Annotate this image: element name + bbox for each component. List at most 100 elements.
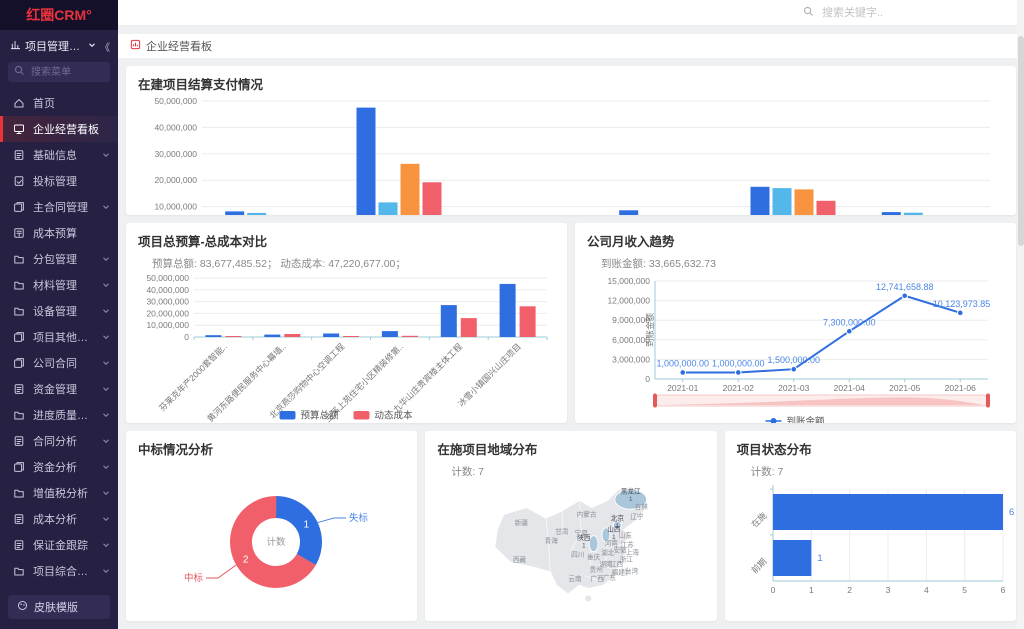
svg-text:云南: 云南 <box>569 574 583 583</box>
svg-text:1: 1 <box>629 496 633 503</box>
menu-search-input[interactable] <box>29 65 101 79</box>
sidebar-item-0[interactable]: 首页 <box>0 90 118 116</box>
sidebar-item-4[interactable]: 主合同管理 <box>0 194 118 220</box>
sidebar-item-label: 增值税分析 <box>33 488 88 500</box>
china-map-chart[interactable]: 黑龙江 1 北京 1 山西 1 陕西 1 新疆 西藏 青海 甘肃 内蒙古 宁夏 吉林 辽宁 山东 河南 江苏 上海 安徽… <box>437 481 704 614</box>
dashboard-tab-icon <box>130 39 141 53</box>
svg-text:2021-03: 2021-03 <box>778 383 809 393</box>
sidebar-item-label: 主合同管理 <box>33 202 88 214</box>
svg-text:0: 0 <box>770 585 775 595</box>
tab-dashboard[interactable]: 企业经营看板 <box>130 38 212 54</box>
menu-search[interactable] <box>8 62 110 82</box>
sidebar-item-label: 合同分析 <box>33 436 77 448</box>
dashboard-icon <box>13 123 25 135</box>
svg-text:6: 6 <box>1009 507 1014 518</box>
bar-chart-icon <box>10 39 21 53</box>
page-scrollbar[interactable] <box>1017 0 1024 629</box>
search-icon <box>803 6 814 20</box>
sidebar-item-8[interactable]: 设备管理 <box>0 298 118 324</box>
chevron-down-icon <box>102 437 110 445</box>
chevron-down-icon <box>102 385 110 393</box>
svg-text:计数: 计数 <box>266 536 286 548</box>
folder-icon <box>13 487 25 499</box>
svg-text:15,000,000: 15,000,000 <box>607 276 650 286</box>
sidebar-item-14[interactable]: 资金分析 <box>0 454 118 480</box>
global-search-input[interactable] <box>820 5 912 20</box>
svg-text:1: 1 <box>612 534 616 541</box>
panel-region-distribution: 在施项目地域分布 计数: 7 黑龙江 1 北京 1 山西 1 陕西 1 新疆 西藏 青海 甘肃 内蒙古宁… <box>425 431 717 621</box>
bid-analysis-donut-chart[interactable]: 1 2 计数 失标 中标 <box>138 460 405 617</box>
svg-text:20,000,000: 20,000,000 <box>146 308 189 318</box>
svg-text:广东: 广东 <box>603 573 617 582</box>
svg-text:1: 1 <box>817 553 822 564</box>
sidebar-item-1[interactable]: 企业经营看板 <box>0 116 118 142</box>
sidebar-item-11[interactable]: 资金管理 <box>0 376 118 402</box>
sidebar-item-17[interactable]: 保证金跟踪 <box>0 532 118 558</box>
bid-icon <box>13 175 25 187</box>
app-logo: 红圈CRM° <box>0 0 118 30</box>
svg-text:2021-01: 2021-01 <box>667 383 698 393</box>
svg-text:湖北: 湖北 <box>601 548 615 557</box>
svg-text:芬莱克年产2000套智能..: 芬莱克年产2000套智能.. <box>157 341 229 413</box>
sidebar-item-12[interactable]: 进度质量安全 <box>0 402 118 428</box>
sidebar-item-16[interactable]: 成本分析 <box>0 506 118 532</box>
panel-subtitle: 到账金额: 33,665,632.73 <box>601 258 716 270</box>
svg-text:9,000,000: 9,000,000 <box>612 315 650 325</box>
sidebar-item-label: 设备管理 <box>33 306 77 318</box>
sidebar-item-label: 项目综合分析 <box>33 566 94 578</box>
sidebar-item-13[interactable]: 合同分析 <box>0 428 118 454</box>
settlement-payment-bar-chart[interactable]: 010,000,00020,000,00030,000,00040,000,00… <box>138 95 1004 215</box>
sidebar-item-15[interactable]: 增值税分析 <box>0 480 118 506</box>
sidebar-item-skin-template[interactable]: 皮肤模版 <box>8 595 110 619</box>
svg-text:6,000,000: 6,000,000 <box>612 335 650 345</box>
svg-text:5: 5 <box>962 585 967 595</box>
sidebar-item-label: 成本预算 <box>33 228 77 240</box>
svg-text:7,300,000.00: 7,300,000.00 <box>823 317 876 327</box>
svg-text:上海: 上海 <box>626 547 640 556</box>
sidebar-item-18[interactable]: 项目综合分析 <box>0 558 118 584</box>
monthly-income-line-chart[interactable]: 0 3,000,000 6,000,000 9,000,000 12,000,000 15… <box>587 273 1004 423</box>
panel-title: 在建项目结算支付情况 <box>138 78 264 92</box>
sidebar-item-3[interactable]: 投标管理 <box>0 168 118 194</box>
scrollbar-thumb[interactable] <box>1017 36 1024 246</box>
sidebar-item-9[interactable]: 项目其他合同 <box>0 324 118 350</box>
panel-settlement-payment: 在建项目结算支付情况 010,000,00020,000,00030,000,0… <box>126 66 1016 215</box>
sidebar-item-10[interactable]: 公司合同 <box>0 350 118 376</box>
svg-text:40,000,000: 40,000,000 <box>146 285 189 295</box>
svg-text:2021-04: 2021-04 <box>834 383 865 393</box>
sidebar-collapse-button[interactable]: 《 <box>100 42 110 54</box>
chevron-down-icon <box>102 255 110 263</box>
svg-text:前期: 前期 <box>749 556 768 575</box>
svg-text:3,000,000: 3,000,000 <box>612 354 650 364</box>
svg-text:江苏: 江苏 <box>621 540 635 549</box>
status-hbar-chart[interactable]: 0 1 2 3 4 5 6 6 在施 1 前期 <box>737 481 1014 621</box>
svg-text:黑龙江: 黑龙江 <box>621 486 641 495</box>
svg-text:30,000,000: 30,000,000 <box>154 149 197 159</box>
chevron-down-icon <box>102 333 110 341</box>
contract-icon <box>13 357 25 369</box>
global-search[interactable] <box>803 5 912 20</box>
svg-text:0: 0 <box>184 332 189 342</box>
search-icon <box>14 65 25 79</box>
svg-text:6: 6 <box>1000 585 1005 595</box>
sidebar-item-2[interactable]: 基础信息 <box>0 142 118 168</box>
sidebar-item-label: 投标管理 <box>33 176 77 188</box>
sidebar-item-6[interactable]: 分包管理 <box>0 246 118 272</box>
workspace-switcher[interactable]: 项目管理系... 《 <box>0 30 118 60</box>
chevron-down-icon <box>102 541 110 549</box>
doc-icon <box>13 539 25 551</box>
svg-text:冰雪小镇国兴山庄项目: 冰雪小镇国兴山庄项目 <box>456 341 523 408</box>
skin-template-label: 皮肤模版 <box>34 602 78 614</box>
sidebar-item-label: 材料管理 <box>33 280 77 292</box>
svg-text:河南: 河南 <box>605 538 619 547</box>
sidebar-item-7[interactable]: 材料管理 <box>0 272 118 298</box>
folder-icon <box>13 305 25 317</box>
svg-text:2021-06: 2021-06 <box>945 383 976 393</box>
sidebar-item-label: 资金管理 <box>33 384 77 396</box>
budget-cost-bar-chart[interactable]: 0 10,000,000 20,000,000 30,000,000 40,000,00… <box>138 273 555 423</box>
middle-row: 项目总预算-总成本对比 预算总额: 83,677,485.52； 动态成本: 4… <box>126 223 1016 423</box>
panel-title: 在施项目地域分布 <box>437 443 538 457</box>
svg-text:湖南: 湖南 <box>600 560 614 569</box>
panel-subtitle: 计数: 7 <box>451 466 485 478</box>
sidebar-item-5[interactable]: 成本预算 <box>0 220 118 246</box>
